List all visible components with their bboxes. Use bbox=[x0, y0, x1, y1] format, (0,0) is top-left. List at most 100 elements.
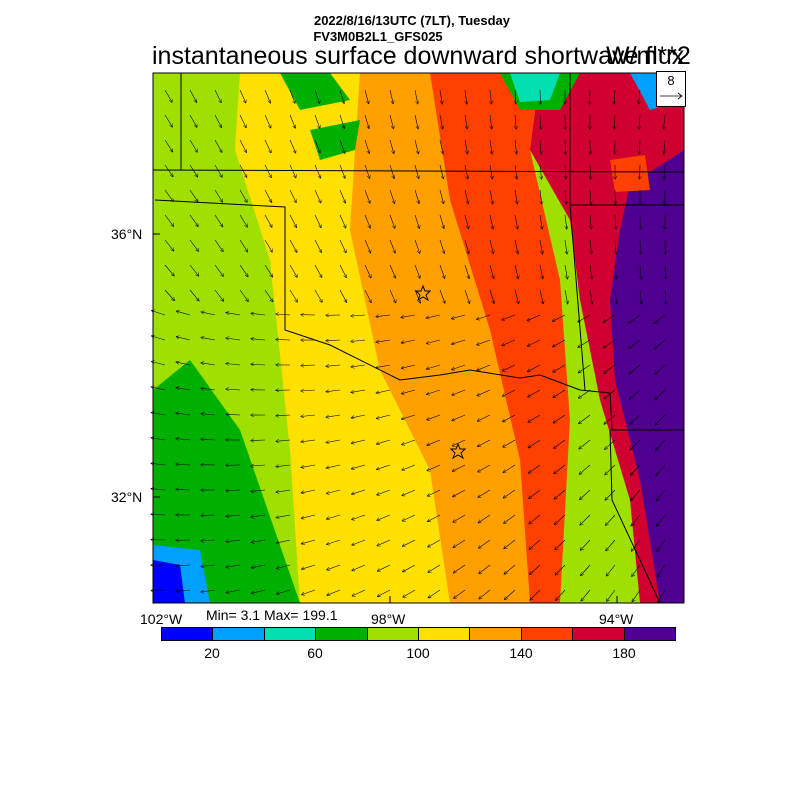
wind-vector bbox=[565, 164, 566, 179]
wind-vector bbox=[615, 239, 616, 254]
wind-vector bbox=[239, 89, 246, 103]
wind-vector bbox=[403, 564, 416, 572]
wind-vector bbox=[478, 489, 491, 497]
wind-vector bbox=[264, 264, 273, 277]
wind-vector bbox=[427, 414, 441, 420]
wind-vector bbox=[489, 164, 492, 179]
wind-vector bbox=[176, 565, 191, 566]
wind-vector bbox=[214, 139, 222, 152]
wind-vector bbox=[201, 312, 216, 316]
colorbar-cell-3 bbox=[316, 628, 368, 640]
wind-vector bbox=[639, 139, 640, 154]
wind-vector bbox=[514, 239, 518, 254]
wind-vector bbox=[414, 139, 418, 154]
wind-vector bbox=[264, 139, 271, 153]
wind-vector bbox=[590, 239, 592, 254]
wind-vector bbox=[302, 539, 316, 544]
wind-vector bbox=[656, 464, 666, 476]
wind-vector bbox=[351, 340, 366, 342]
wind-vector bbox=[514, 264, 518, 279]
wind-vector bbox=[389, 289, 396, 303]
wind-vector bbox=[389, 89, 393, 104]
wind-vector bbox=[239, 139, 246, 152]
wind-vector bbox=[439, 114, 443, 129]
wind-vector bbox=[364, 189, 370, 203]
wind-vector bbox=[439, 264, 445, 278]
lon-label-102w: 102°W bbox=[140, 611, 183, 627]
wind-vector bbox=[477, 389, 491, 396]
wind-vector bbox=[176, 413, 191, 416]
wind-vector bbox=[490, 89, 491, 104]
wind-vector bbox=[177, 311, 191, 316]
wind-vector bbox=[403, 539, 416, 546]
wind-vector bbox=[264, 114, 271, 128]
wind-vector bbox=[289, 214, 297, 227]
wind-vector bbox=[604, 364, 616, 373]
wind-vector bbox=[389, 264, 396, 278]
wind-vector bbox=[276, 514, 291, 518]
wind-vector bbox=[339, 214, 346, 228]
wind-vector bbox=[401, 314, 416, 317]
wind-vector bbox=[414, 289, 420, 303]
wind-vector bbox=[239, 264, 248, 277]
wind-vector bbox=[489, 214, 493, 229]
wind-vector bbox=[503, 439, 516, 447]
wind-vector bbox=[364, 264, 371, 278]
wind-vector bbox=[364, 89, 369, 104]
wind-vector bbox=[176, 388, 191, 391]
wind-vector bbox=[489, 189, 493, 204]
wind-vector bbox=[276, 489, 291, 492]
wind-vector bbox=[301, 365, 316, 366]
wind-vector bbox=[239, 164, 247, 177]
wind-vector bbox=[289, 239, 297, 252]
wind-vector bbox=[514, 289, 519, 304]
lon-label-94w: 94°W bbox=[599, 611, 634, 627]
wind-vector bbox=[428, 539, 441, 547]
wind-vector bbox=[578, 314, 591, 322]
wind-vector bbox=[554, 464, 566, 474]
wind-vector bbox=[528, 364, 541, 372]
wind-vector bbox=[639, 114, 640, 129]
wind-vector bbox=[189, 189, 198, 202]
wind-vector bbox=[615, 289, 617, 304]
wind-vector bbox=[530, 564, 541, 575]
wind-vector bbox=[427, 439, 441, 445]
wind-vector bbox=[339, 114, 344, 128]
wind-vector bbox=[539, 264, 543, 279]
wind-vector bbox=[339, 264, 346, 278]
wind-vector bbox=[364, 289, 371, 303]
wind-vector bbox=[251, 465, 266, 466]
wind-vector bbox=[251, 364, 266, 365]
wind-vector bbox=[453, 564, 466, 573]
wind-vector bbox=[326, 390, 341, 392]
wind-vector bbox=[251, 564, 266, 568]
wind-vector bbox=[514, 189, 517, 204]
wind-vector bbox=[189, 214, 198, 226]
wind-vector bbox=[464, 139, 468, 154]
wind-vector bbox=[264, 189, 272, 202]
wind-vector bbox=[640, 239, 641, 254]
wind-vector bbox=[504, 564, 516, 574]
wind-vector bbox=[239, 239, 248, 252]
wind-vector bbox=[565, 214, 567, 229]
wind-vector bbox=[164, 239, 174, 251]
wind-vector bbox=[251, 339, 266, 340]
colorbar-cell-7 bbox=[521, 628, 574, 640]
wind-vector bbox=[226, 515, 241, 516]
wind-vector bbox=[377, 539, 391, 546]
date-line: 2022/8/16/13UTC (7LT), Tuesday bbox=[313, 13, 511, 28]
wind-vector bbox=[477, 364, 491, 370]
wind-vector bbox=[489, 264, 494, 279]
wind-vector bbox=[164, 289, 174, 301]
wind-vector bbox=[514, 214, 518, 229]
wind-vector bbox=[276, 339, 291, 340]
wind-vector bbox=[401, 364, 416, 368]
wind-vector bbox=[655, 414, 666, 425]
wind-vector bbox=[402, 514, 416, 521]
wind-vector bbox=[657, 539, 666, 552]
wind-vector bbox=[314, 189, 321, 203]
wind-vector bbox=[351, 389, 366, 392]
wind-vector bbox=[590, 164, 591, 179]
wind-vector bbox=[478, 464, 491, 472]
wind-vector bbox=[479, 539, 491, 548]
